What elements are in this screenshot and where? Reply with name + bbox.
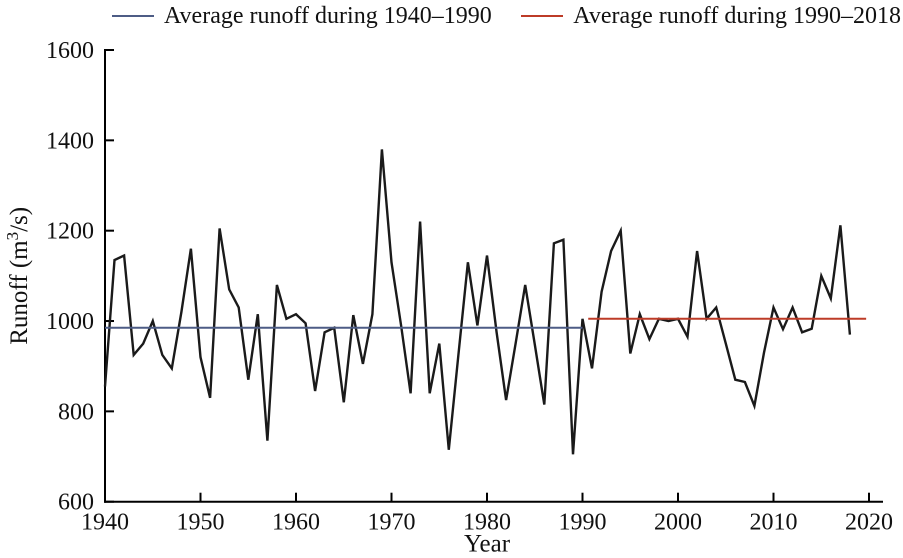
legend-item-avg-1990-2018: Average runoff during 1990–2018 (521, 2, 901, 30)
x-tick-label: 2020 (845, 510, 893, 536)
legend: Average runoff during 1940–1990 Average … (0, 2, 903, 30)
x-tick-label: 2000 (654, 510, 702, 536)
y-tick-label: 600 (58, 490, 94, 516)
legend-item-avg-1940-1990: Average runoff during 1940–1990 (112, 2, 492, 30)
x-tick-label: 1970 (368, 510, 416, 536)
x-tick-label: 2010 (750, 510, 798, 536)
legend-label-avg-1940-1990: Average runoff during 1940–1990 (164, 3, 492, 29)
y-tick-label: 1400 (46, 128, 94, 154)
red-line-sample-icon (521, 15, 564, 17)
x-tick-label: 1950 (177, 510, 225, 536)
legend-label-avg-1990-2018: Average runoff during 1990–2018 (573, 3, 901, 29)
y-tick-label: 1600 (46, 38, 94, 64)
x-tick-label: 1940 (81, 510, 129, 536)
y-tick-label: 800 (58, 399, 94, 425)
annual-runoff-line (103, 149, 852, 455)
x-axis-title: Year (464, 531, 511, 558)
y-axis-title: Runoff (m3/s) (3, 207, 33, 345)
y-tick-label: 1000 (46, 309, 94, 335)
x-tick-label: 1990 (559, 510, 607, 536)
blue-line-sample-icon (112, 15, 154, 17)
x-tick-label: 1960 (272, 510, 320, 536)
x-tick-label: 1980 (463, 510, 511, 536)
y-tick-label: 1200 (46, 219, 94, 245)
